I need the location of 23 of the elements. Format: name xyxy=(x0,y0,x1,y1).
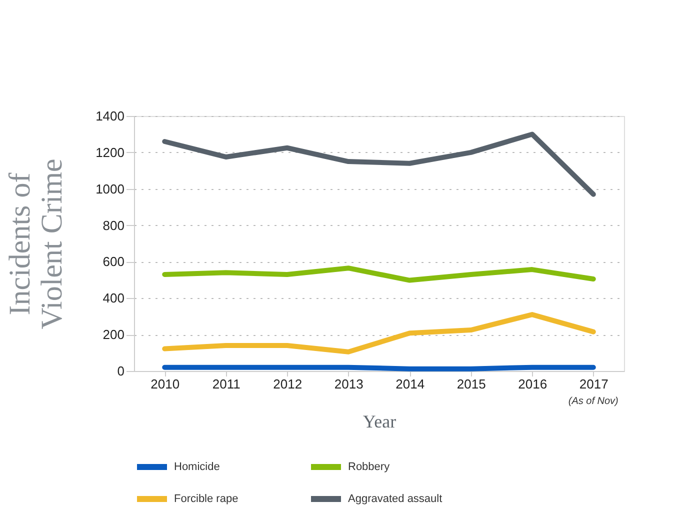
legend-label: Aggravated assault xyxy=(348,493,442,505)
y-axis-title: Incidents of Violent Crime xyxy=(4,158,69,330)
legend-label: Forcible rape xyxy=(174,493,238,505)
x-tick-label: 2015 xyxy=(456,376,486,392)
y-tick-label: 1200 xyxy=(96,144,124,160)
x-tick-label: 2010 xyxy=(150,376,180,392)
y-tick-label: 600 xyxy=(102,254,124,270)
x-tick-label: 2011 xyxy=(212,376,240,392)
legend-label: Homicide xyxy=(174,461,220,473)
y-tick-label: 1400 xyxy=(96,108,124,124)
y-tick-label: 400 xyxy=(102,290,124,306)
x-tick-label: 2016 xyxy=(518,376,548,392)
y-tick-label: 800 xyxy=(102,218,124,233)
y-tick-label: 200 xyxy=(102,327,124,342)
x-axis-title: Year xyxy=(362,412,396,432)
x-tick-label: 2013 xyxy=(334,376,364,392)
legend-label: Robbery xyxy=(348,461,390,473)
x-tick-label: 2014 xyxy=(396,376,425,392)
x-tick-label: 2012 xyxy=(273,376,302,392)
x-tick-label: 2017 xyxy=(579,376,608,392)
y-tick-label: 0 xyxy=(117,364,124,378)
y-tick-label: 1000 xyxy=(96,181,124,196)
text: (As of Nov) xyxy=(568,396,618,407)
